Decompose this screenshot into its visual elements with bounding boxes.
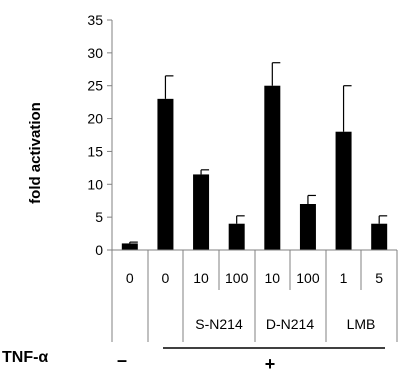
bar xyxy=(228,223,245,250)
category-label: 10 xyxy=(265,270,281,286)
category-labels: 0 0 10 100 10 100 1 5 xyxy=(126,270,383,286)
bar xyxy=(299,204,316,250)
category-label: 5 xyxy=(375,270,383,286)
y-tick-label: 5 xyxy=(95,209,103,225)
category-label: 10 xyxy=(193,270,209,286)
treatment-label: TNF-α xyxy=(2,349,48,366)
treatment-minus: – xyxy=(117,350,127,370)
treatment-plus: + xyxy=(265,354,276,373)
y-tick-label: 20 xyxy=(87,111,103,127)
bars xyxy=(121,85,388,250)
category-label: 100 xyxy=(225,270,249,286)
y-tick-label: 15 xyxy=(87,143,103,159)
category-label: 100 xyxy=(296,270,320,286)
bar xyxy=(371,223,388,250)
y-tick-label: 0 xyxy=(95,242,103,258)
y-axis-ticks: 0 5 10 15 20 25 30 35 xyxy=(87,12,112,258)
category-label: 1 xyxy=(340,270,348,286)
bar xyxy=(157,98,174,250)
group-label-d-n214: D-N214 xyxy=(266,316,314,332)
group-label-s-n214: S-N214 xyxy=(195,316,243,332)
y-tick-label: 30 xyxy=(87,45,103,61)
category-label: 0 xyxy=(126,270,134,286)
y-axis-label: fold activation xyxy=(27,102,44,204)
error-bars xyxy=(129,62,388,244)
bar xyxy=(264,85,281,250)
bar xyxy=(193,174,210,250)
category-label: 0 xyxy=(162,270,170,286)
y-tick-label: 10 xyxy=(87,176,103,192)
bar xyxy=(121,243,138,250)
group-label-lmb: LMB xyxy=(347,316,376,332)
y-tick-label: 25 xyxy=(87,78,103,94)
y-tick-label: 35 xyxy=(87,12,103,28)
bar xyxy=(335,131,352,250)
